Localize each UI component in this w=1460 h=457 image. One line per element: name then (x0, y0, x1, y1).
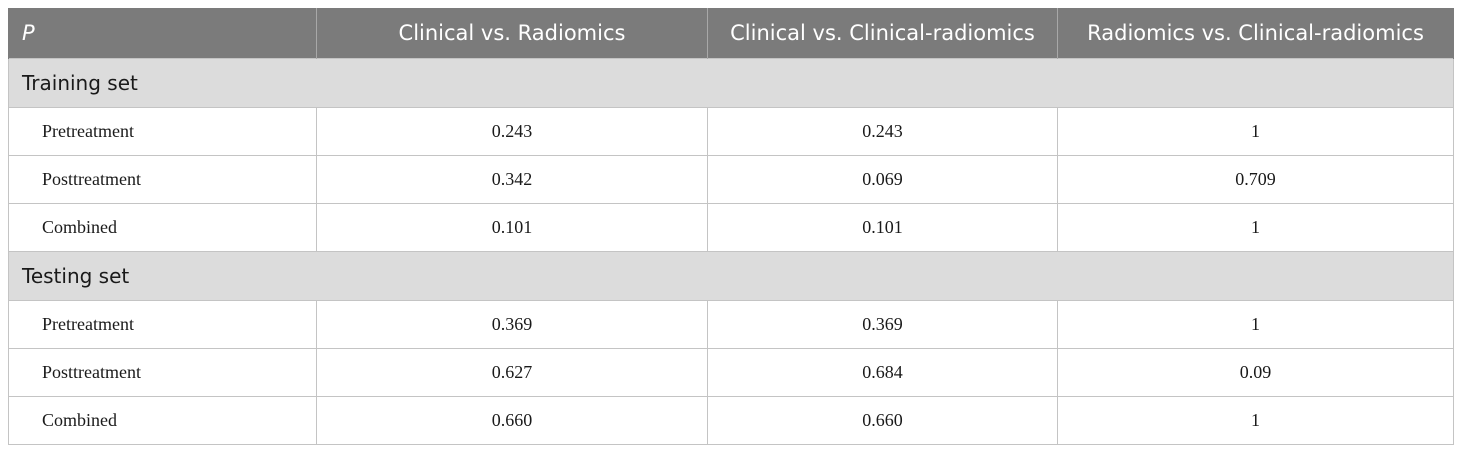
table-row: Combined 0.101 0.101 1 (8, 203, 1454, 252)
header-clinical-vs-radiomics: Clinical vs. Radiomics (316, 8, 708, 59)
header-radiomics-vs-clinical-radiomics: Radiomics vs. Clinical-radiomics (1057, 8, 1454, 59)
cell-value: 0.660 (316, 396, 708, 445)
row-label: Posttreatment (8, 155, 317, 204)
section-title: Testing set (8, 251, 1454, 301)
p-value-table: P Clinical vs. Radiomics Clinical vs. Cl… (8, 8, 1454, 445)
cell-value: 1 (1057, 107, 1454, 156)
cell-value: 0.660 (707, 396, 1058, 445)
cell-value: 1 (1057, 203, 1454, 252)
p-value-table-container: P Clinical vs. Radiomics Clinical vs. Cl… (8, 8, 1454, 445)
cell-value: 1 (1057, 300, 1454, 349)
table-row: Posttreatment 0.627 0.684 0.09 (8, 348, 1454, 397)
cell-value: 0.069 (707, 155, 1058, 204)
cell-value: 0.101 (707, 203, 1058, 252)
header-row: P Clinical vs. Radiomics Clinical vs. Cl… (8, 8, 1454, 59)
header-p: P (8, 8, 317, 59)
table-row: Pretreatment 0.243 0.243 1 (8, 107, 1454, 156)
cell-value: 0.709 (1057, 155, 1454, 204)
cell-value: 1 (1057, 396, 1454, 445)
row-label: Pretreatment (8, 107, 317, 156)
header-clinical-vs-clinical-radiomics: Clinical vs. Clinical-radiomics (707, 8, 1058, 59)
cell-value: 0.684 (707, 348, 1058, 397)
cell-value: 0.09 (1057, 348, 1454, 397)
row-label: Pretreatment (8, 300, 317, 349)
cell-value: 0.369 (707, 300, 1058, 349)
cell-value: 0.342 (316, 155, 708, 204)
section-row-testing: Testing set (8, 251, 1454, 301)
cell-value: 0.101 (316, 203, 708, 252)
cell-value: 0.243 (707, 107, 1058, 156)
cell-value: 0.627 (316, 348, 708, 397)
table-row: Posttreatment 0.342 0.069 0.709 (8, 155, 1454, 204)
table-row: Combined 0.660 0.660 1 (8, 396, 1454, 445)
cell-value: 0.369 (316, 300, 708, 349)
row-label: Combined (8, 203, 317, 252)
table-row: Pretreatment 0.369 0.369 1 (8, 300, 1454, 349)
section-title: Training set (8, 58, 1454, 108)
section-row-training: Training set (8, 58, 1454, 108)
row-label: Posttreatment (8, 348, 317, 397)
cell-value: 0.243 (316, 107, 708, 156)
row-label: Combined (8, 396, 317, 445)
